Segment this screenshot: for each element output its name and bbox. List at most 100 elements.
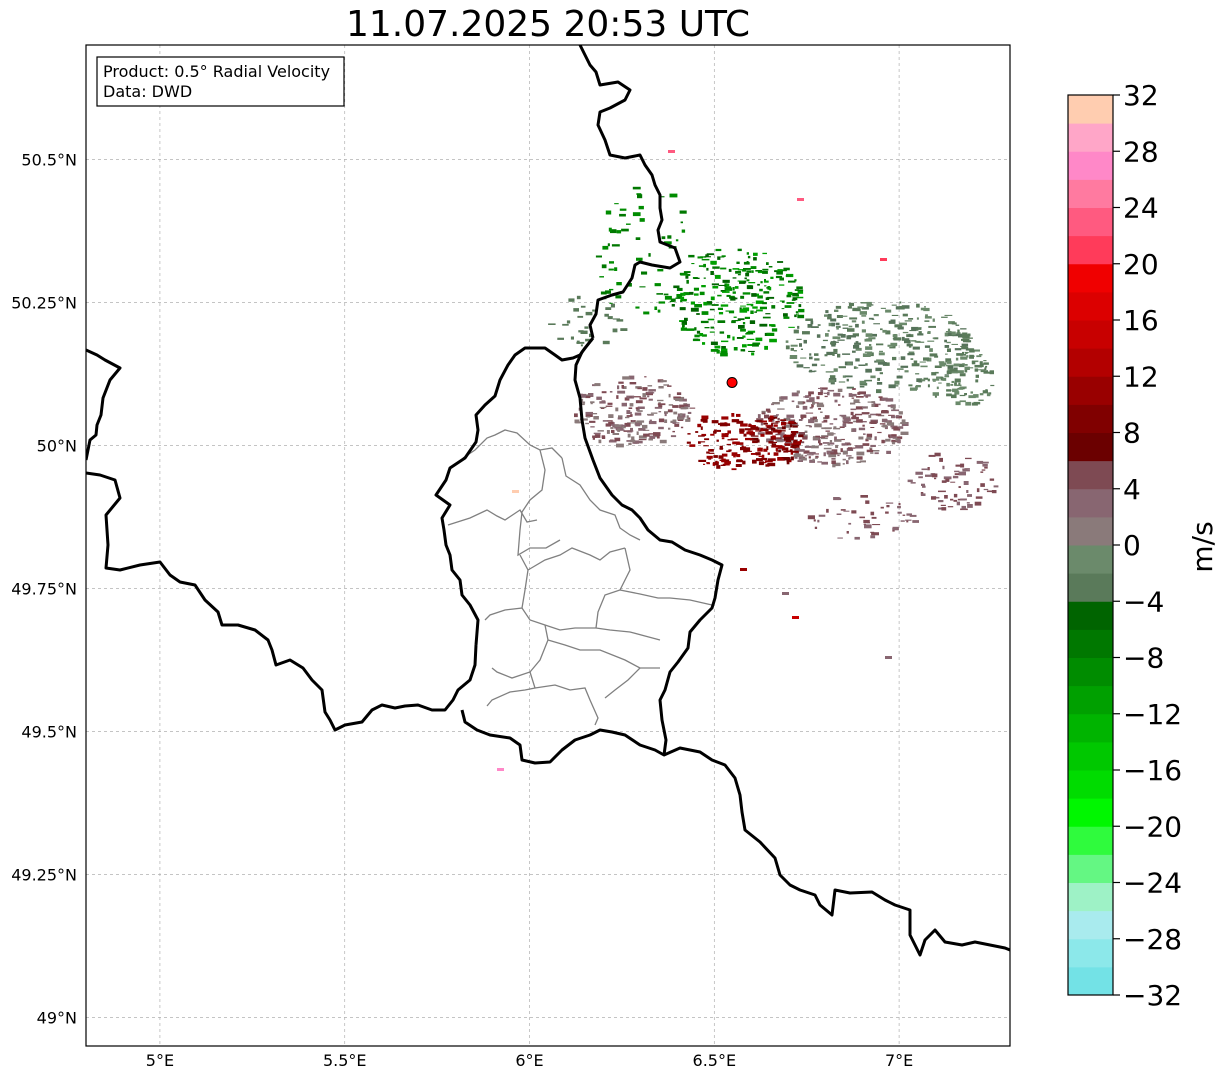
echo-pixel — [792, 297, 798, 301]
echo-pixel — [766, 446, 769, 450]
echo-pixel — [667, 235, 672, 239]
echo-pixel — [721, 458, 726, 463]
echo-pixel — [964, 351, 969, 354]
echo-pixel — [846, 386, 854, 389]
colorbar-bin — [1068, 348, 1113, 377]
echo-pixel — [574, 413, 578, 418]
echo-pixel — [955, 401, 961, 406]
echo-pixel — [721, 437, 725, 440]
echo-pixel — [984, 466, 988, 469]
echo-pixel — [608, 414, 614, 418]
echo-pixel — [907, 353, 915, 356]
echo-pixel — [950, 383, 954, 386]
echo-pixel — [980, 471, 984, 473]
echo-pixel — [812, 416, 817, 420]
colorbar-bin — [1068, 432, 1113, 462]
echo-pixel — [726, 443, 731, 446]
echo-pixel — [758, 461, 764, 466]
echo-pixel — [791, 392, 799, 397]
echo-pixel — [764, 285, 767, 287]
echo-pixel — [985, 365, 988, 368]
echo-pixel — [921, 379, 926, 382]
echo-pixel — [945, 478, 950, 482]
echo-pixel — [927, 378, 930, 382]
echo-pixel — [648, 438, 653, 441]
echo-pixel — [817, 461, 822, 463]
echo-pixel — [700, 320, 709, 324]
echo-pixel — [818, 407, 821, 410]
echo-pixel — [835, 341, 839, 343]
echo-pixel — [648, 421, 657, 425]
echo-pixel — [831, 322, 835, 327]
echo-pixel — [833, 427, 841, 430]
echo-pixel — [731, 468, 737, 471]
echo-pixel — [816, 402, 824, 406]
echo-pixel — [799, 439, 802, 442]
echo-pixel — [683, 292, 690, 296]
echo-pixel — [643, 429, 650, 431]
echo-pixel — [712, 266, 720, 269]
echo-pixel — [680, 327, 687, 331]
echo-pixel — [776, 440, 783, 443]
echo-pixel — [820, 411, 823, 413]
echo-pixel — [743, 268, 751, 270]
echo-pixel — [950, 481, 956, 483]
echo-pixel — [680, 273, 688, 276]
echo-pixel — [769, 286, 772, 291]
echo-pixel — [746, 338, 755, 340]
echo-pixel — [932, 378, 940, 381]
echo-pixel — [647, 413, 654, 416]
echo-pixel — [775, 275, 783, 279]
echo-pixel — [852, 447, 856, 449]
echo-pixel — [961, 343, 969, 347]
echo-pixel — [790, 344, 798, 347]
echo-pixel — [679, 320, 686, 322]
echo-pixel — [945, 353, 948, 355]
echo-pixel — [722, 463, 730, 466]
echo-pixel — [771, 443, 777, 446]
echo-pixel — [894, 324, 903, 328]
echo-pixel — [792, 425, 798, 428]
echo-pixel — [623, 430, 632, 432]
echo-pixel — [993, 485, 999, 488]
echo-pixel — [955, 324, 960, 326]
echo-pixel — [791, 443, 796, 446]
echo-pixel — [811, 326, 819, 328]
echo-pixel — [614, 424, 622, 428]
echo-pixel — [697, 256, 703, 259]
echo-pixel — [803, 450, 810, 454]
echo-pixel — [749, 425, 756, 427]
echo-pixel — [866, 301, 872, 305]
echo-pixel — [766, 425, 772, 429]
echo-pixel — [801, 457, 807, 461]
echo-pixel — [718, 312, 724, 315]
echo-pixel — [822, 339, 828, 342]
colorbar-bin — [1068, 235, 1113, 265]
echo-pixel — [932, 380, 936, 382]
echo-pixel — [580, 403, 585, 406]
echo-pixel — [580, 344, 583, 347]
echo-pixel — [859, 516, 865, 519]
echo-pixel — [790, 456, 794, 461]
echo-pixel — [971, 402, 978, 406]
echo-pixel — [885, 418, 888, 422]
echo-pixel — [781, 300, 785, 303]
colorbar-bin — [1068, 151, 1113, 180]
echo-pixel — [983, 360, 987, 362]
echo-pixel — [890, 425, 894, 428]
echo-pixel — [632, 212, 641, 217]
echo-pixel — [923, 377, 929, 380]
echo-pixel — [703, 301, 708, 306]
echo-pixel — [635, 407, 639, 410]
echo-pixel — [737, 274, 741, 276]
echo-pixel — [585, 338, 593, 342]
echo-pixel — [611, 244, 620, 247]
echo-pixel — [832, 336, 841, 340]
echo-pixel — [743, 350, 746, 352]
echo-pixel — [626, 223, 631, 225]
echo-pixel — [721, 340, 729, 343]
echo-pixel — [967, 504, 973, 508]
echo-pixel — [936, 376, 939, 379]
echo-pixel — [711, 283, 719, 286]
echo-pixel — [932, 318, 935, 322]
